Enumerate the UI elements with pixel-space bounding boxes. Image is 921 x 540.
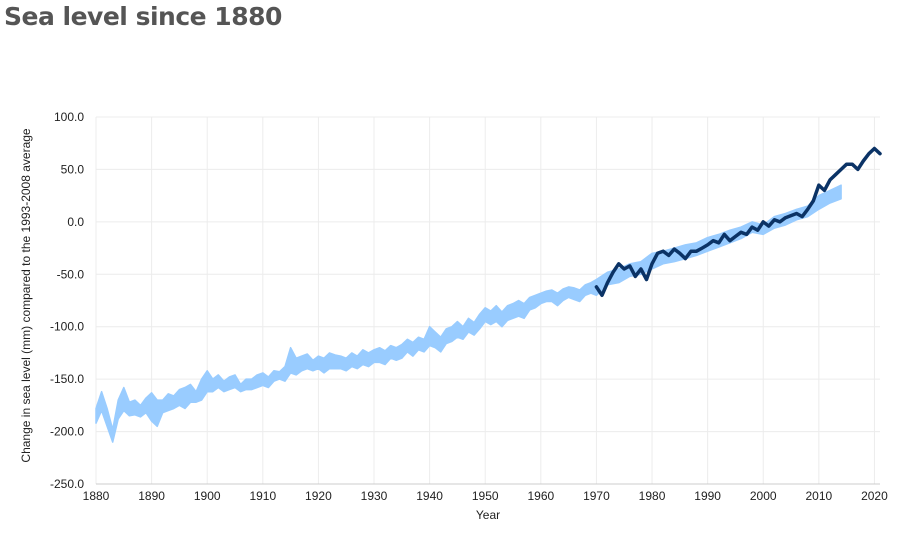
observed-series-line <box>594 146 882 298</box>
x-tick-label: 1950 <box>472 489 499 503</box>
y-tick-label: 0.0 <box>67 215 84 229</box>
x-tick-label: 1960 <box>527 489 554 503</box>
y-tick-label: 100.0 <box>54 110 84 124</box>
x-tick-label: 1880 <box>83 489 110 503</box>
x-tick-labels: 1880 1890 1900 1910 1920 1930 1940 1950 1960 1970… <box>83 489 888 503</box>
x-tick-label: 1940 <box>416 489 443 503</box>
x-tick-label: 2000 <box>750 489 777 503</box>
x-tick-label: 1930 <box>361 489 388 503</box>
plot-area <box>95 146 882 443</box>
y-tick-label: -100.0 <box>50 320 84 334</box>
x-tick-label: 1890 <box>138 489 165 503</box>
y-tick-label: -50.0 <box>57 267 85 281</box>
y-axis-title: Change in sea level (mm) compared to the… <box>19 128 33 463</box>
y-tick-label: -200.0 <box>50 425 84 439</box>
x-tick-label: 1920 <box>305 489 332 503</box>
y-tick-labels: 100.0 50.0 0.0 -50.0 -100.0 -150.0 -200.0 -250.… <box>50 110 84 491</box>
y-tick-label: 50.0 <box>61 162 85 176</box>
x-axis-title: Year <box>476 508 500 522</box>
y-tick-label: -150.0 <box>50 372 84 386</box>
x-tick-label: 1980 <box>639 489 666 503</box>
x-tick-label: 1970 <box>583 489 610 503</box>
x-tick-label: 1900 <box>194 489 221 503</box>
x-tick-label: 2010 <box>805 489 832 503</box>
reconstruction-band <box>95 184 842 443</box>
y-tick-label: -250.0 <box>50 477 84 491</box>
x-tick-label: 2020 <box>861 489 888 503</box>
page-title: Sea level since 1880 <box>4 2 282 31</box>
grid <box>95 116 880 485</box>
x-tick-label: 1990 <box>694 489 721 503</box>
x-tick-label: 1910 <box>249 489 276 503</box>
